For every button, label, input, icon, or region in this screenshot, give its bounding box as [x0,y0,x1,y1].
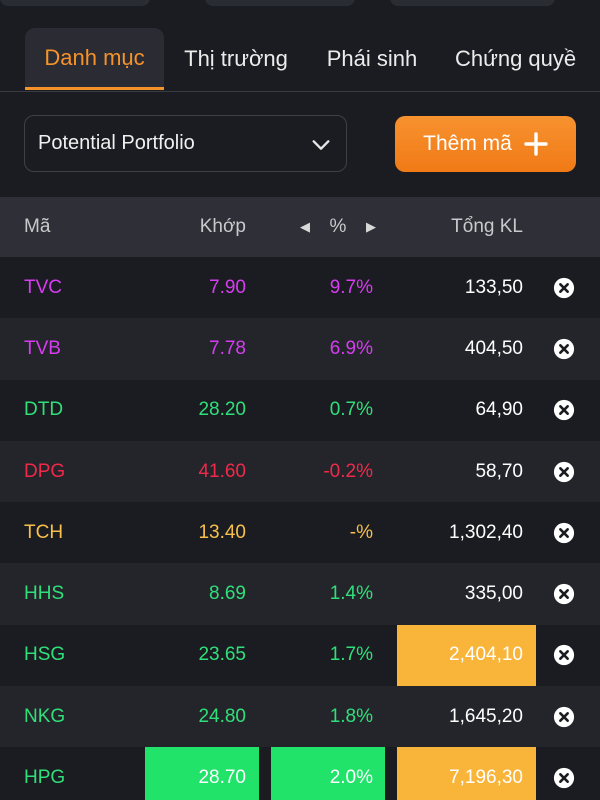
top-strip [0,0,600,12]
symbol-code[interactable]: TCH [24,521,64,543]
change-percent: -0.2% [323,460,373,482]
table-header: Mã Khớp ◀ % ▶ Tổng KL [0,197,600,257]
header-pct: % [329,216,347,237]
total-volume: 64,90 [475,399,523,421]
remove-button[interactable] [552,563,576,624]
close-circle-icon [553,400,575,421]
match-price: 41.60 [198,460,246,482]
table-row[interactable]: TVB 7.78 6.9% 404,50 [0,318,600,380]
chevron-down-icon [312,140,330,150]
table-row[interactable]: HSG 23.65 1.7% 2,404,10 [0,624,600,687]
close-circle-icon [553,461,575,482]
change-percent: 1.4% [329,583,373,605]
remove-button[interactable] [552,380,576,441]
match-price: 24.80 [198,705,246,727]
header-match: Khớp [199,216,246,237]
total-volume: 2,404,10 [397,624,536,687]
match-price: 23.65 [198,644,246,666]
tab-bar: Danh mục Thị trường Phái sinh Chứng quyề [0,28,600,92]
remove-button[interactable] [552,441,576,502]
close-circle-icon [553,767,575,789]
symbol-code[interactable]: TVB [24,337,61,359]
portfolio-select-value: Potential Portfolio [38,132,195,154]
remove-button[interactable] [552,625,576,686]
table-row[interactable]: DTD 28.20 0.7% 64,90 [0,379,600,441]
close-circle-icon [553,584,575,605]
caret-left-icon[interactable]: ◀ [300,219,310,234]
remove-button[interactable] [552,686,576,747]
match-price: 13.40 [198,521,246,543]
table-row[interactable]: NKG 24.80 1.8% 1,645,20 [0,686,600,748]
remove-button[interactable] [552,257,576,318]
table-row[interactable]: TVC 7.90 9.7% 133,50 [0,257,600,319]
total-volume: 58,70 [475,460,523,482]
match-price: 28.70 [145,747,259,800]
change-percent: 6.9% [329,337,373,359]
symbol-code[interactable]: DPG [24,460,66,482]
symbol-code[interactable]: DTD [24,399,64,421]
symbol-code[interactable]: HSG [24,644,66,666]
change-percent: -% [349,521,373,543]
change-percent: 0.7% [329,399,373,421]
header-pct-group: ◀ % ▶ [300,197,376,257]
table-row[interactable]: HHS 8.69 1.4% 335,00 [0,563,600,625]
change-percent: 9.7% [329,276,373,298]
change-percent: 1.7% [329,644,373,666]
tab-chung-quyen[interactable]: Chứng quyề [455,46,577,71]
add-symbol-label: Thêm mã [423,132,512,155]
change-percent: 1.8% [329,705,373,727]
remove-button[interactable] [552,747,576,800]
header-volume: Tổng KL [451,216,523,237]
close-circle-icon [553,522,575,543]
change-percent: 2.0% [271,747,385,800]
total-volume: 7,196,30 [397,747,536,800]
add-symbol-button[interactable]: Thêm mã [395,116,576,172]
total-volume: 1,302,40 [449,521,523,543]
plus-icon [524,132,548,156]
total-volume: 1,645,20 [449,705,523,727]
tab-phai-sinh[interactable]: Phái sinh [326,46,418,71]
match-price: 7.90 [209,276,246,298]
table-row[interactable]: TCH 13.40 -% 1,302,40 [0,502,600,564]
caret-right-icon[interactable]: ▶ [366,219,376,234]
total-volume: 335,00 [464,583,523,605]
close-circle-icon [553,277,575,298]
table-row[interactable]: DPG 41.60 -0.2% 58,70 [0,440,600,503]
total-volume: 133,50 [464,276,523,298]
close-circle-icon [553,645,575,666]
top-control[interactable] [205,0,355,6]
match-price: 8.69 [209,583,246,605]
portfolio-select[interactable]: Potential Portfolio [24,115,347,172]
close-circle-icon [553,338,575,360]
close-circle-icon [553,706,575,727]
symbol-code[interactable]: HPG [24,767,66,789]
symbol-code[interactable]: NKG [24,705,66,727]
symbol-code[interactable]: TVC [24,276,62,298]
tab-thi-truong[interactable]: Thị trường [184,46,288,71]
top-control[interactable] [0,0,150,6]
header-code: Mã [24,216,51,237]
remove-button[interactable] [552,502,576,563]
top-control[interactable] [390,0,555,6]
match-price: 7.78 [209,337,246,359]
watchlist-table: TVC 7.90 9.7% 133,50 TVB 7.78 6.9% 404,50 DTD 28.… [0,257,600,800]
symbol-code[interactable]: HHS [24,583,65,605]
match-price: 28.20 [198,399,246,421]
table-row[interactable]: HPG 28.70 2.0% 7,196,30 [0,747,600,800]
remove-button[interactable] [552,318,576,379]
tab-danh-muc[interactable]: Danh mục [25,28,164,90]
total-volume: 404,50 [464,337,523,359]
